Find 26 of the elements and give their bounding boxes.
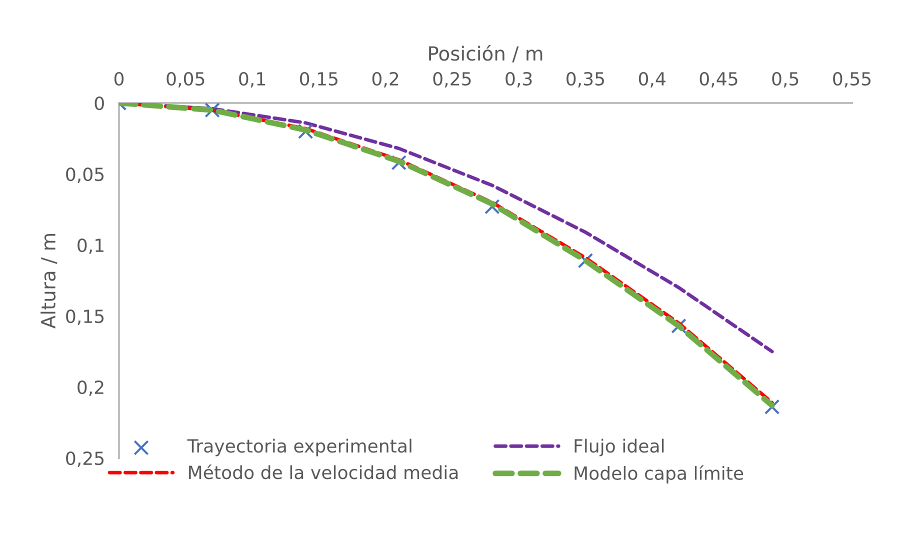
y-tick-label: 0,25 (66, 451, 104, 467)
x-tick-label: 0,45 (700, 72, 738, 88)
x-tick-label: 0,4 (638, 72, 666, 88)
x-tick-label: 0,5 (772, 72, 798, 88)
x-tick-label: 0,3 (506, 72, 532, 88)
x-tick-label: 0,25 (433, 72, 471, 88)
y-tick-label: 0,15 (66, 309, 104, 325)
x-axis-title: Posición / m (429, 44, 542, 62)
y-tick-label: 0,2 (78, 380, 104, 396)
point (298, 124, 314, 140)
x-tick-label: 0,1 (239, 72, 265, 88)
legend-label: Modelo capa límite (574, 465, 744, 484)
x-tick-label: 0,2 (372, 72, 398, 88)
x-tick-label: 0,15 (300, 72, 338, 88)
x-tick-label: 0 (114, 72, 124, 86)
y-tick-label: 0,05 (66, 167, 104, 183)
y-tick-label: 0 (94, 96, 104, 110)
x-tick-label: 0,35 (566, 72, 604, 88)
y-tick-label: 0,1 (78, 238, 104, 254)
y-axis-title: Altura / m (40, 234, 58, 329)
x-tick-label: 0,55 (833, 72, 871, 88)
legend-label: Método de la velocidad media (189, 464, 458, 480)
legend-label: Flujo ideal (574, 438, 664, 456)
x-tick-label: 0,05 (166, 72, 204, 88)
point (204, 103, 220, 118)
legend-label: Trayectoria experimental (187, 438, 412, 456)
